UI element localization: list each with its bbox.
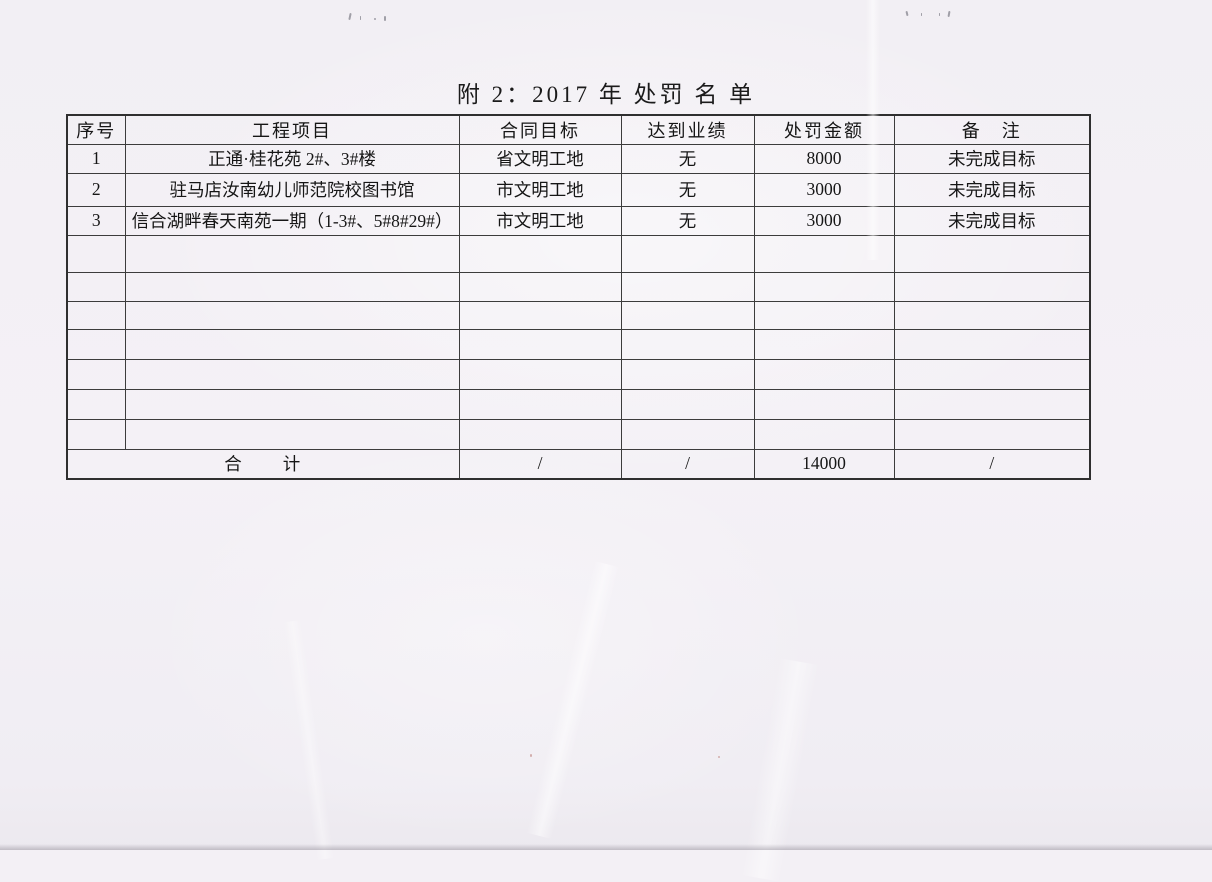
empty-row xyxy=(66,271,1091,302)
empty-row xyxy=(66,328,1091,360)
pen-mark xyxy=(384,16,386,21)
scan-speck xyxy=(530,754,532,757)
cell-contract-target: 市文明工地 xyxy=(458,205,622,236)
cell-no: 3 xyxy=(66,205,126,236)
paper-crease xyxy=(283,619,335,861)
cell-no: 1 xyxy=(66,143,126,174)
total-row: 合 计 / / 14000 / xyxy=(66,448,1091,480)
cell-total-label: 合 计 xyxy=(66,448,460,480)
pen-mark xyxy=(905,10,909,17)
pen-mark xyxy=(939,13,940,16)
cell-penalty: 3000 xyxy=(753,172,895,207)
column-header-achieved: 达到业绩 xyxy=(620,114,755,145)
cell-remark: 未完成目标 xyxy=(893,143,1091,174)
table-row: 2 驻马店汝南幼儿师范院校图书馆 市文明工地 无 3000 未完成目标 xyxy=(66,172,1091,207)
column-header-project: 工程项目 xyxy=(124,114,460,145)
table-header-row: 序号 工程项目 合同目标 达到业绩 处罚金额 备 注 xyxy=(66,114,1091,145)
pen-mark xyxy=(921,13,922,16)
cell-achieved: 无 xyxy=(620,205,755,236)
cell-contract-target: 市文明工地 xyxy=(458,172,622,207)
cell-total-contract-target: / xyxy=(458,448,622,480)
empty-row xyxy=(66,300,1091,330)
cell-total-achieved: / xyxy=(620,448,755,480)
cell-remark: 未完成目标 xyxy=(893,205,1091,236)
scan-edge-shadow xyxy=(0,844,1212,850)
document-title: 附 2：2017 年 处罚 名 单 xyxy=(456,82,756,107)
paper-crease xyxy=(526,561,620,839)
penalty-table: 序号 工程项目 合同目标 达到业绩 处罚金额 备 注 1 正通·桂花苑 2#、3… xyxy=(66,114,1091,480)
cell-total-penalty: 14000 xyxy=(753,448,895,480)
column-header-contract-target: 合同目标 xyxy=(458,114,622,145)
empty-row xyxy=(66,358,1091,390)
empty-row xyxy=(66,418,1091,450)
empty-row xyxy=(66,388,1091,420)
cell-achieved: 无 xyxy=(620,172,755,207)
cell-achieved: 无 xyxy=(620,143,755,174)
empty-row xyxy=(66,234,1091,273)
column-header-remark: 备 注 xyxy=(893,114,1091,145)
scan-speck xyxy=(718,756,720,758)
cell-project: 信合湖畔春天南苑一期（1-3#、5#8#29#） xyxy=(124,205,460,236)
cell-no: 2 xyxy=(66,172,126,207)
column-header-no: 序号 xyxy=(66,114,126,145)
table-row: 1 正通·桂花苑 2#、3#楼 省文明工地 无 8000 未完成目标 xyxy=(66,143,1091,174)
cell-project: 驻马店汝南幼儿师范院校图书馆 xyxy=(124,172,460,207)
pen-mark xyxy=(360,16,361,20)
cell-penalty: 8000 xyxy=(753,143,895,174)
table-row: 3 信合湖畔春天南苑一期（1-3#、5#8#29#） 市文明工地 无 3000 … xyxy=(66,205,1091,236)
pen-mark xyxy=(374,18,376,20)
cell-remark: 未完成目标 xyxy=(893,172,1091,207)
pen-mark xyxy=(947,10,951,18)
column-header-penalty: 处罚金额 xyxy=(753,114,895,145)
cell-total-remark: / xyxy=(893,448,1091,480)
cell-penalty: 3000 xyxy=(753,205,895,236)
pen-mark xyxy=(348,12,352,21)
cell-project: 正通·桂花苑 2#、3#楼 xyxy=(124,143,460,174)
cell-contract-target: 省文明工地 xyxy=(458,143,622,174)
